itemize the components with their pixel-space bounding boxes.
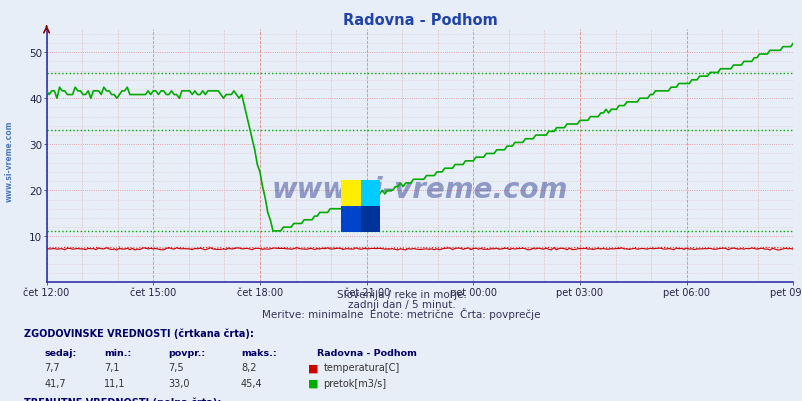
Text: sedaj:: sedaj:: [44, 348, 76, 357]
Text: ■: ■: [307, 363, 318, 373]
Text: min.:: min.:: [104, 348, 132, 357]
Bar: [360, 180, 379, 207]
Text: maks.:: maks.:: [241, 348, 276, 357]
Text: 33,0: 33,0: [168, 378, 190, 388]
Text: Meritve: minimalne  Enote: metrične  Črta: povprečje: Meritve: minimalne Enote: metrične Črta:…: [262, 308, 540, 320]
Text: pretok[m3/s]: pretok[m3/s]: [323, 378, 387, 388]
Text: 11,1: 11,1: [104, 378, 126, 388]
Text: 7,5: 7,5: [168, 363, 184, 373]
Bar: [360, 207, 379, 233]
Text: 7,7: 7,7: [44, 363, 59, 373]
Text: temperatura[C]: temperatura[C]: [323, 363, 399, 373]
Text: zadnji dan / 5 minut.: zadnji dan / 5 minut.: [347, 300, 455, 310]
Text: povpr.:: povpr.:: [168, 348, 205, 357]
Bar: [341, 207, 360, 233]
Text: TRENUTNE VREDNOSTI (polna črta):: TRENUTNE VREDNOSTI (polna črta):: [24, 397, 221, 401]
Bar: [341, 180, 360, 207]
Text: www.si-vreme.com: www.si-vreme.com: [5, 120, 14, 201]
Text: 7,1: 7,1: [104, 363, 119, 373]
Text: 8,2: 8,2: [241, 363, 256, 373]
Text: 41,7: 41,7: [44, 378, 66, 388]
Text: ZGODOVINSKE VREDNOSTI (črtkana črta):: ZGODOVINSKE VREDNOSTI (črtkana črta):: [24, 328, 253, 338]
Text: Slovenija / reke in morje.: Slovenija / reke in morje.: [336, 290, 466, 300]
Text: 45,4: 45,4: [241, 378, 262, 388]
Text: Radovna - Podhom: Radovna - Podhom: [317, 348, 416, 357]
Text: www.si-vreme.com: www.si-vreme.com: [271, 175, 568, 203]
Text: ■: ■: [307, 378, 318, 388]
Title: Radovna - Podhom: Radovna - Podhom: [342, 12, 496, 28]
